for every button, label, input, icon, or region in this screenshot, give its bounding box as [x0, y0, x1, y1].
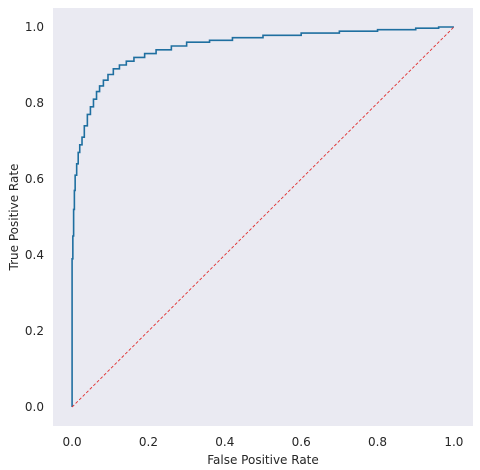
x-tick-label: 0.4: [215, 435, 234, 449]
x-tick-label: 1.0: [444, 435, 463, 449]
x-tick-label: 0.2: [139, 435, 158, 449]
x-tick-label: 0.0: [63, 435, 82, 449]
y-tick-label: 0.2: [25, 324, 44, 338]
y-tick-label: 0.6: [25, 172, 44, 186]
x-axis-label: False Positive Rate: [207, 453, 319, 467]
series-layer: [71, 26, 455, 408]
roc-curve-line: [71, 26, 454, 407]
y-tick-label: 0.0: [25, 400, 44, 414]
y-axis-label: True Positive Rate: [7, 164, 21, 272]
y-tick-label: 1.0: [25, 20, 44, 34]
y-tick-label: 0.4: [25, 248, 44, 262]
x-tick-label: 0.6: [292, 435, 311, 449]
y-tick-label: 0.8: [25, 96, 44, 110]
x-tick-label: 0.8: [368, 435, 387, 449]
x-axis-ticks: 0.0 0.2 0.4 0.6 0.8 1.0: [63, 435, 464, 449]
y-axis-ticks: 0.0 0.2 0.4 0.6 0.8 1.0: [25, 20, 44, 414]
